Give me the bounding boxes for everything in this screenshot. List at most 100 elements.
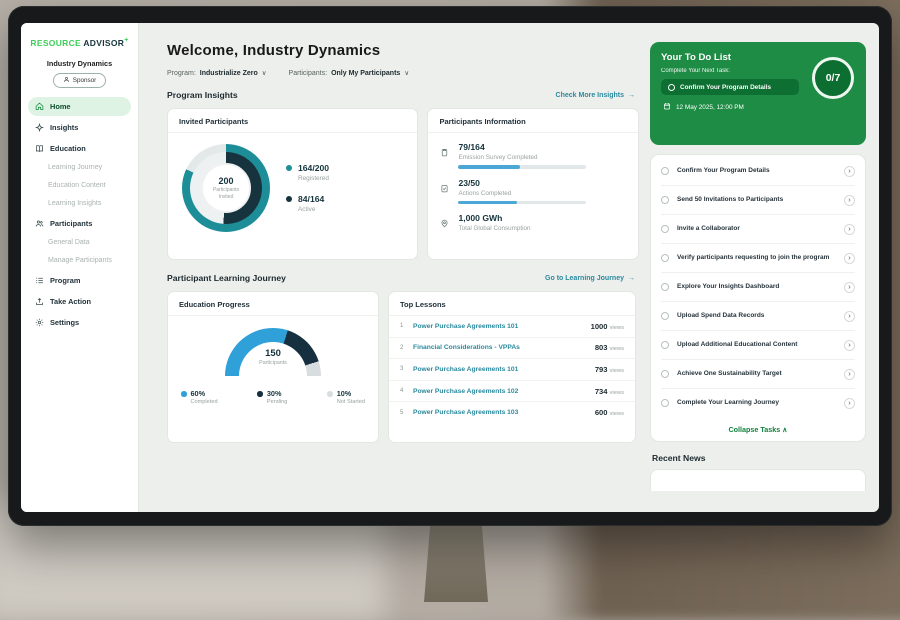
- section-title: Program Insights: [167, 90, 238, 100]
- insights-cards-row: Invited Participants 200 Participants In…: [167, 108, 639, 260]
- legend-value: 84/164: [298, 194, 324, 204]
- dashboard-screen: RESOURCE ADVISOR+ Industry Dynamics Spon…: [21, 23, 879, 512]
- task-label: Invite a Collaborator: [677, 225, 836, 234]
- todo-tasks-card: Confirm Your Program Details › Send 50 I…: [650, 154, 866, 442]
- task-open-button[interactable]: ›: [844, 282, 855, 293]
- task-row[interactable]: Complete Your Learning Journey ›: [661, 389, 855, 417]
- task-checkbox[interactable]: [661, 341, 669, 349]
- legend-item-completed: 60% Completed: [181, 389, 218, 405]
- task-checkbox[interactable]: [661, 254, 669, 262]
- sidebar-item-education[interactable]: Education: [28, 139, 131, 158]
- task-open-button[interactable]: ›: [844, 311, 855, 322]
- program-insights-header: Program Insights Check More Insights →: [167, 90, 639, 100]
- views-count: 1000: [591, 322, 608, 331]
- legend-label: Completed: [191, 399, 218, 405]
- education-icon: [35, 144, 44, 153]
- sidebar-item-label: Insights: [50, 123, 78, 132]
- task-row[interactable]: Upload Spend Data Records ›: [661, 302, 855, 331]
- lesson-rank: 4: [400, 388, 406, 394]
- legend-item-not-started: 10% Not Started: [327, 389, 365, 405]
- sidebar-item-education-content[interactable]: Education Content: [28, 178, 131, 194]
- sidebar-item-general-data[interactable]: General Data: [28, 235, 131, 251]
- views-count: 734: [595, 387, 608, 396]
- collapse-tasks-button[interactable]: Collapse Tasks ∧: [661, 417, 855, 441]
- task-checkbox[interactable]: [661, 312, 669, 320]
- sidebar-item-take-action[interactable]: Take Action: [28, 292, 131, 311]
- participants-icon: [35, 219, 44, 228]
- lesson-rank: 5: [400, 410, 406, 416]
- task-checkbox[interactable]: [661, 167, 669, 175]
- task-checkbox[interactable]: [661, 399, 669, 407]
- sidebar-item-learning-journey[interactable]: Learning Journey: [28, 160, 131, 176]
- sidebar-item-participants[interactable]: Participants: [28, 214, 131, 233]
- sidebar-item-label: Learning Journey: [48, 164, 102, 171]
- gauge-legend: 60% Completed 30% Pending: [168, 377, 378, 405]
- task-checkbox[interactable]: [661, 370, 669, 378]
- sidebar-item-label: Take Action: [50, 297, 91, 306]
- sidebar-item-program[interactable]: Program: [28, 271, 131, 290]
- task-row[interactable]: Achieve One Sustainability Target ›: [661, 360, 855, 389]
- sidebar-nav: Home Insights Education Learning Journey…: [28, 97, 131, 332]
- lesson-link[interactable]: Power Purchase Agreements 101: [413, 323, 584, 330]
- next-task-due: 12 May 2025, 12:00 PM: [661, 102, 855, 112]
- views-count: 803: [595, 343, 608, 352]
- task-row[interactable]: Confirm Your Program Details ›: [661, 157, 855, 186]
- sidebar-item-manage-participants[interactable]: Manage Participants: [28, 253, 131, 269]
- arrow-right-icon: →: [628, 92, 635, 99]
- next-task-chip[interactable]: Confirm Your Program Details: [661, 79, 799, 95]
- views-count: 793: [595, 365, 608, 374]
- task-label: Upload Additional Educational Content: [677, 341, 836, 350]
- legend-item-pending: 30% Pending: [257, 389, 287, 405]
- lesson-link[interactable]: Financial Considerations - VPPAs: [413, 344, 588, 351]
- sidebar-item-settings[interactable]: Settings: [28, 313, 131, 332]
- donut-center: 200 Participants Invited: [201, 163, 251, 213]
- task-open-button[interactable]: ›: [844, 398, 855, 409]
- task-row[interactable]: Upload Additional Educational Content ›: [661, 331, 855, 360]
- program-filter-label: Program:: [167, 70, 196, 77]
- task-open-button[interactable]: ›: [844, 253, 855, 264]
- task-row[interactable]: Explore Your Insights Dashboard ›: [661, 273, 855, 302]
- chevron-right-icon: ›: [848, 282, 851, 291]
- actions-check-icon: [440, 178, 450, 205]
- participants-filter[interactable]: Participants: Only My Participants ∨: [289, 69, 410, 77]
- go-to-learning-journey-link[interactable]: Go to Learning Journey →: [545, 275, 635, 282]
- card-title: Invited Participants: [168, 109, 417, 133]
- donut-center-value: 200: [218, 176, 233, 186]
- task-open-button[interactable]: ›: [844, 195, 855, 206]
- learning-journey-header: Participant Learning Journey Go to Learn…: [167, 273, 639, 283]
- monitor-stand: [424, 522, 488, 602]
- legend-label: Active: [298, 206, 324, 213]
- check-more-insights-link[interactable]: Check More Insights →: [556, 92, 635, 99]
- task-open-button[interactable]: ›: [844, 369, 855, 380]
- task-open-button[interactable]: ›: [844, 224, 855, 235]
- logo-plus: +: [124, 37, 128, 44]
- task-row[interactable]: Send 50 Invitations to Participants ›: [661, 186, 855, 215]
- lesson-link[interactable]: Power Purchase Agreements 101: [413, 366, 588, 373]
- task-row[interactable]: Verify participants requesting to join t…: [661, 244, 855, 273]
- sidebar-item-home[interactable]: Home: [28, 97, 131, 116]
- task-row[interactable]: Invite a Collaborator ›: [661, 215, 855, 244]
- lesson-link[interactable]: Power Purchase Agreements 103: [413, 409, 588, 416]
- lesson-link[interactable]: Power Purchase Agreements 102: [413, 388, 588, 395]
- task-checkbox[interactable]: [661, 196, 669, 204]
- task-checkbox[interactable]: [661, 283, 669, 291]
- task-open-button[interactable]: ›: [844, 340, 855, 351]
- sponsor-badge[interactable]: Sponsor: [53, 73, 106, 88]
- task-checkbox[interactable]: [661, 225, 669, 233]
- task-open-button[interactable]: ›: [844, 166, 855, 177]
- filters-row: Program: Industrialize Zero ∨ Participan…: [167, 69, 639, 77]
- sidebar-item-learning-insights[interactable]: Learning Insights: [28, 196, 131, 212]
- sidebar-item-label: Manage Participants: [48, 257, 112, 264]
- sidebar-item-insights[interactable]: Insights: [28, 118, 131, 137]
- task-checkbox[interactable]: [668, 84, 675, 91]
- legend-value: 10%: [337, 389, 365, 398]
- recent-news-title: Recent News: [652, 453, 864, 463]
- invited-participants-donut: 200 Participants Invited: [182, 144, 270, 232]
- card-title: Education Progress: [168, 292, 378, 316]
- program-filter[interactable]: Program: Industrialize Zero ∨: [167, 69, 267, 77]
